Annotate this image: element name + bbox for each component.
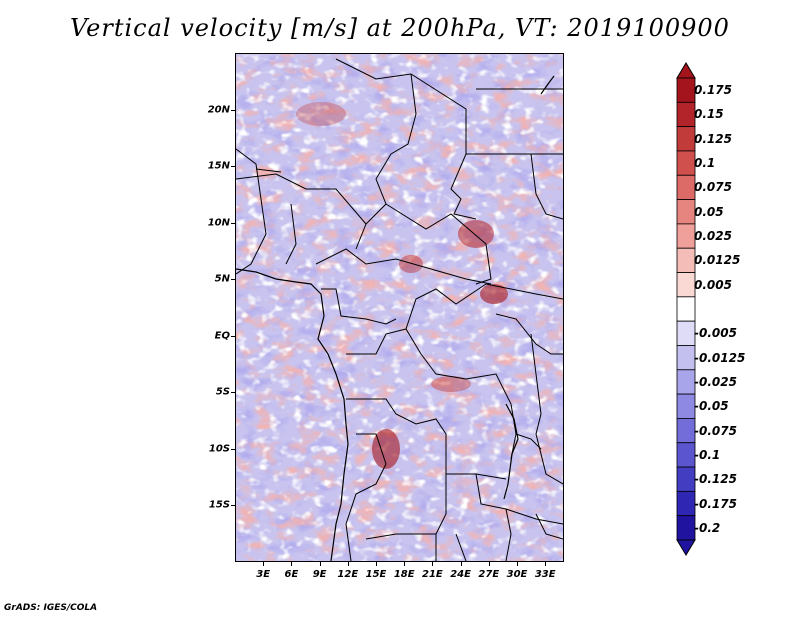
lon-tick-label: 27E	[478, 569, 500, 580]
lon-tick-mark	[432, 562, 434, 566]
colorbar-box	[676, 466, 696, 492]
lon-tick-mark	[517, 562, 518, 566]
colorbar-box	[676, 126, 696, 152]
lon-tick-label: 33E	[534, 569, 556, 580]
grads-credit: GrADS: IGES/COLA	[4, 603, 98, 613]
colorbar-level-label: 0.025	[694, 229, 732, 244]
lon-tick-label: 6E	[284, 569, 299, 580]
lat-tick-mark	[231, 109, 235, 111]
lat-tick-label: 10S	[208, 443, 230, 455]
lat-tick-mark	[231, 222, 235, 224]
lat-tick-mark	[231, 279, 235, 281]
lon-tick-mark	[347, 562, 349, 566]
lon-tick-mark	[545, 562, 547, 566]
country-borders	[236, 58, 563, 561]
colorbar-box	[676, 515, 696, 541]
lon-tick-mark	[488, 562, 490, 566]
colorbar-box	[676, 150, 696, 176]
colorbar-level-label: -0.0125	[694, 350, 746, 365]
colorbar-level-label: 0.1	[694, 156, 716, 171]
lat-tick-label: 5N	[214, 273, 230, 285]
lon-tick-mark	[460, 562, 462, 566]
colorbar-box	[676, 296, 696, 322]
colorbar-level-label: -0.05	[694, 399, 729, 414]
lat-tick-label: 20N	[207, 104, 230, 116]
colorbar	[676, 62, 696, 556]
colorbar-box	[676, 247, 696, 273]
map-title: Vertical velocity [m/s] at 200hPa, VT: 2…	[70, 14, 730, 42]
colorbar-box	[676, 320, 696, 346]
lat-tick-label: 5S	[215, 386, 230, 398]
colorbar-box	[676, 393, 696, 419]
lat-tick-label: 10N	[207, 217, 230, 229]
lon-tick-label: 15E	[365, 569, 387, 580]
lon-tick-mark	[319, 562, 321, 566]
colorbar-bottom-arrow	[676, 539, 696, 556]
colorbar-box	[676, 101, 696, 128]
colorbar-level-label: -0.175	[694, 496, 737, 511]
colorbar-box	[676, 77, 696, 103]
lat-tick-label: EQ	[214, 330, 230, 342]
colorbar-level-label: 0.15	[694, 107, 724, 122]
colorbar-box	[676, 490, 696, 517]
lat-tick-mark	[231, 166, 235, 168]
lon-tick-label: 21E	[422, 569, 443, 580]
lon-tick-mark	[263, 562, 265, 566]
colorbar-level-label: 0.05	[694, 204, 724, 219]
vertical-velocity-field	[236, 54, 563, 561]
colorbar-box	[676, 223, 696, 249]
colorbar-level-label: 0.075	[694, 180, 732, 195]
colorbar-level-label: -0.005	[694, 326, 737, 341]
colorbar-level-label: -0.1	[694, 447, 721, 462]
colorbar-level-label: 0.125	[694, 131, 732, 146]
lon-tick-mark	[404, 562, 406, 566]
colorbar-level-label: 0.0125	[694, 253, 741, 268]
lat-tick-label: 15S	[208, 499, 230, 511]
colorbar-level-label: 0.005	[694, 277, 732, 292]
colorbar-level-label: -0.2	[694, 520, 721, 535]
colorbar-level-label: 0.175	[694, 83, 732, 98]
near-zero-pattern	[236, 54, 563, 561]
coastline	[236, 75, 555, 561]
colorbar-box	[676, 345, 696, 371]
lon-tick-label: 12E	[337, 569, 359, 580]
map-panel	[235, 53, 564, 562]
lat-tick-label: 15N	[207, 160, 230, 172]
colorbar-box	[676, 442, 696, 468]
colorbar-box	[676, 174, 696, 200]
colorbar-box	[676, 418, 696, 444]
lat-tick-mark	[231, 505, 235, 507]
colorbar-box	[676, 199, 696, 225]
lon-tick-label: 30E	[506, 569, 528, 580]
lon-tick-label: 18E	[393, 569, 415, 580]
colorbar-top-arrow	[676, 62, 696, 79]
lon-tick-label: 24E	[450, 569, 471, 580]
lon-tick-mark	[291, 562, 293, 566]
lat-tick-mark	[231, 335, 235, 337]
lon-tick-label: 9E	[312, 569, 327, 580]
lat-tick-mark	[231, 392, 235, 394]
colorbar-box	[676, 369, 696, 395]
colorbar-level-label: -0.075	[694, 423, 737, 438]
strong-ascent-areas	[296, 102, 508, 469]
colorbar-box	[676, 272, 696, 298]
lon-tick-mark	[376, 562, 377, 566]
colorbar-level-label: -0.025	[694, 374, 737, 389]
lat-tick-mark	[231, 448, 235, 450]
lon-tick-label: 3E	[256, 569, 271, 580]
colorbar-level-label: -0.125	[694, 472, 737, 487]
